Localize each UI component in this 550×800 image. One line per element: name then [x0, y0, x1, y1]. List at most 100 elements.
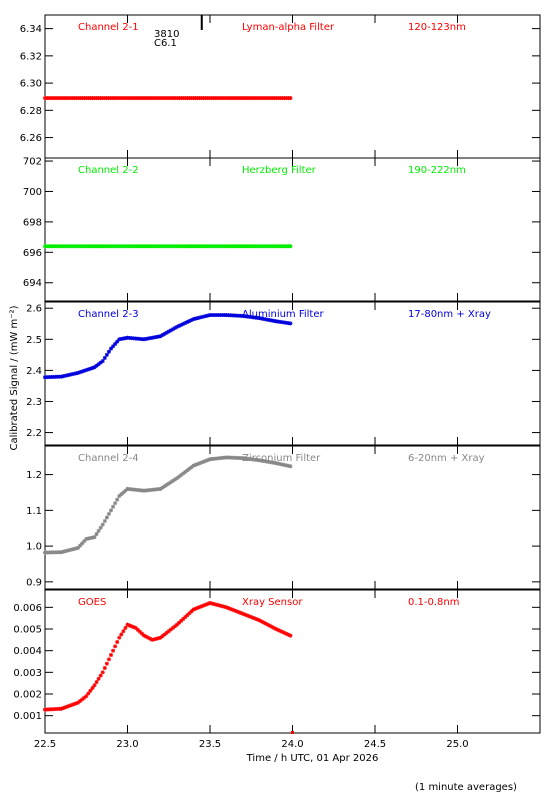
- ytick-label: 2.6: [26, 304, 42, 315]
- panel-band-label: 6-20nm + Xray: [408, 453, 485, 464]
- ytick-label: 696: [23, 248, 42, 259]
- panel-channel-label: Channel 2-4: [78, 453, 139, 464]
- data-point: [100, 359, 105, 364]
- flare-class-label: C6.1: [154, 38, 177, 49]
- data-point: [115, 339, 120, 344]
- xtick-label: 23.0: [116, 739, 138, 750]
- data-point: [100, 670, 105, 675]
- data-point: [113, 501, 118, 506]
- data-point: [288, 464, 293, 469]
- data-point: [179, 322, 184, 327]
- xtick-label: 24.0: [281, 739, 303, 750]
- panel-filter-label: Zirconium Filter: [242, 453, 321, 464]
- panel-channel-label: Channel 2-1: [78, 22, 139, 33]
- data-point: [96, 676, 101, 681]
- panel-filter-label: Aluminium Filter: [242, 309, 325, 320]
- panel-frame-1: [44, 14, 541, 159]
- xtick-label: 24.5: [364, 739, 386, 750]
- ytick-label: 1.0: [26, 542, 42, 553]
- data-point: [92, 535, 97, 540]
- data-point: [109, 653, 113, 657]
- data-point: [80, 697, 85, 702]
- panel-band-label: 17-80nm + Xray: [408, 309, 491, 320]
- panel-channel-label: GOES: [78, 597, 106, 608]
- data-point: [234, 609, 239, 614]
- panel-frame-5: [44, 589, 541, 734]
- ytick-label: 702: [23, 157, 42, 168]
- ytick-label: 0.9: [26, 577, 42, 588]
- data-point: [185, 468, 190, 473]
- data-point: [288, 244, 293, 249]
- data-point: [98, 525, 103, 530]
- panel-band-label: 190-222nm: [408, 165, 466, 176]
- data-point: [102, 666, 107, 670]
- panel-band-label: 0.1-0.8nm: [408, 597, 460, 608]
- data-point: [98, 360, 103, 365]
- panel-filter-label: Lyman-alpha Filter: [242, 22, 335, 33]
- y-axis-label: Calibrated Signal / (mW m⁻²): [9, 305, 20, 450]
- data-point: [166, 629, 171, 634]
- data-point: [144, 634, 149, 639]
- ytick-label: 1.1: [26, 506, 42, 517]
- data-point: [92, 683, 97, 688]
- ytick-label: 6.34: [20, 24, 42, 35]
- ytick-label: 6.32: [20, 51, 42, 62]
- ytick-label: 1.2: [26, 470, 42, 481]
- ytick-label: 2.5: [26, 335, 42, 346]
- data-point: [78, 543, 83, 548]
- data-point: [100, 522, 105, 527]
- ytick-label: 0.003: [13, 668, 42, 679]
- data-point: [96, 528, 101, 533]
- ytick-label: 0.002: [13, 690, 42, 701]
- panel-filter-label: Herzberg Filter: [242, 165, 317, 176]
- data-point: [111, 648, 116, 653]
- panel-channel-label: Channel 2-2: [78, 165, 139, 176]
- data-point: [168, 627, 173, 632]
- ytick-label: 694: [23, 278, 42, 289]
- xtick-label: 22.5: [34, 739, 56, 750]
- end-marker: [291, 731, 294, 734]
- data-point: [121, 629, 126, 634]
- data-point: [288, 633, 293, 638]
- data-point: [94, 532, 99, 537]
- data-point: [109, 508, 113, 513]
- data-point: [106, 511, 111, 516]
- data-point: [115, 497, 120, 502]
- xtick-label: 23.5: [199, 739, 221, 750]
- ytick-label: 6.28: [20, 106, 42, 117]
- panel-channel-label: Channel 2-3: [78, 309, 139, 320]
- data-point: [102, 519, 107, 524]
- data-point: [123, 625, 128, 630]
- data-point: [170, 625, 175, 630]
- flare-region-label: 3810: [154, 29, 179, 40]
- ytick-label: 0.004: [13, 646, 42, 657]
- ytick-label: 2.2: [26, 428, 42, 439]
- panel-frame-4: [44, 445, 541, 590]
- data-point: [104, 661, 109, 666]
- ytick-label: 0.001: [13, 711, 42, 722]
- ytick-label: 6.30: [20, 79, 42, 90]
- data-point: [288, 321, 293, 326]
- data-point: [113, 644, 118, 649]
- ytick-label: 698: [23, 217, 42, 228]
- data-point: [106, 349, 111, 354]
- panel-band-label: 120-123nm: [408, 22, 466, 33]
- data-point: [98, 673, 103, 678]
- data-point: [148, 636, 153, 641]
- data-point: [117, 635, 122, 640]
- data-point: [104, 352, 109, 357]
- data-point: [183, 320, 188, 325]
- xtick-label: 25.0: [446, 739, 468, 750]
- ytick-label: 6.26: [20, 133, 42, 144]
- x-axis-label: Time / h UTC, 01 Apr 2026: [246, 753, 379, 764]
- ytick-label: 2.3: [26, 397, 42, 408]
- ytick-label: 0.006: [13, 603, 42, 614]
- data-point: [111, 504, 116, 509]
- data-point: [94, 680, 99, 685]
- ytick-label: 2.4: [26, 366, 42, 377]
- panel-filter-label: Xray Sensor: [242, 597, 303, 608]
- ytick-label: 700: [23, 187, 42, 198]
- data-point: [104, 515, 109, 520]
- data-point: [119, 632, 124, 637]
